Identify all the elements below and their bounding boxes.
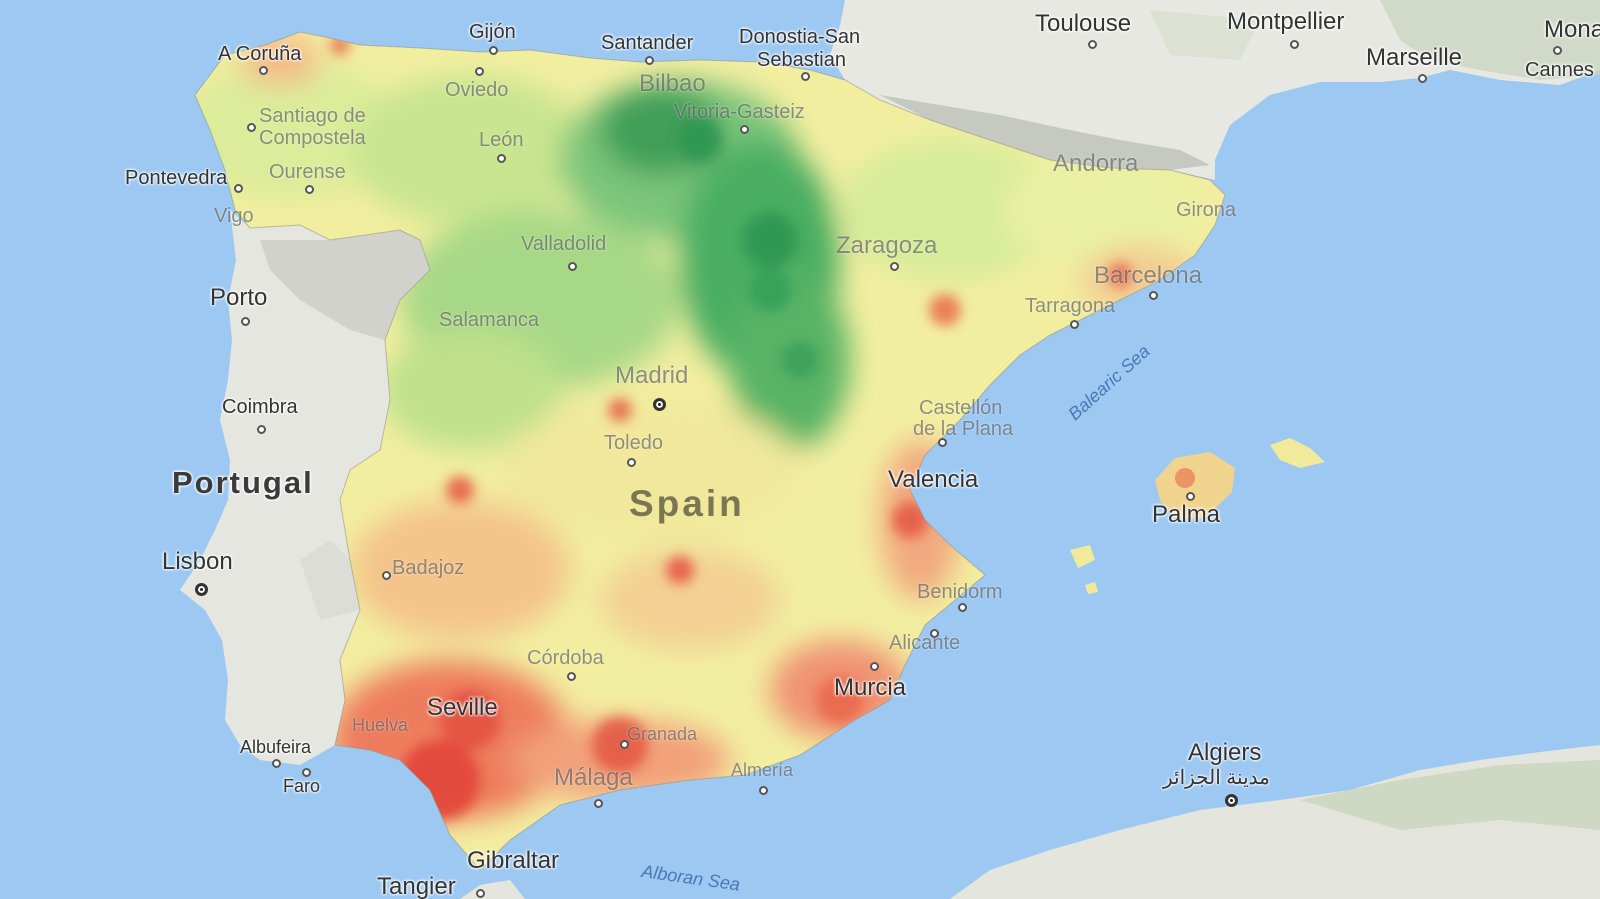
label-albufeira: Albufeira (240, 737, 312, 757)
city-dot-albufeira[interactable] (272, 759, 281, 768)
label-donostia-2: Sebastian (757, 49, 846, 71)
city-dot-santiago[interactable] (247, 123, 256, 132)
label-toledo: Toledo (604, 432, 663, 454)
label-badajoz: Badajoz (392, 557, 465, 579)
label-cannes: Cannes (1525, 59, 1594, 81)
label-zaragoza: Zaragoza (836, 232, 938, 259)
city-dot-toulouse[interactable] (1088, 40, 1097, 49)
city-dot-ourense[interactable] (305, 185, 314, 194)
label-benidorm: Benidorm (917, 581, 1003, 603)
label-tangier: Tangier (377, 873, 456, 899)
city-dot-gijon[interactable] (489, 46, 498, 55)
label-murcia: Murcia (834, 674, 907, 701)
label-salamanca: Salamanca (439, 309, 540, 331)
city-dot-alicante[interactable] (930, 629, 939, 638)
city-dot-montpellier[interactable] (1290, 40, 1299, 49)
label-bilbao: Bilbao (639, 70, 706, 97)
city-dot-malaga[interactable] (594, 799, 603, 808)
city-dot-granada[interactable] (620, 740, 629, 749)
city-dot-algiers[interactable] (1225, 794, 1238, 807)
label-coimbra: Coimbra (222, 396, 298, 418)
label-gibraltar: Gibraltar (467, 847, 560, 874)
label-toulouse: Toulouse (1035, 10, 1132, 37)
city-dot-tarragona[interactable] (1070, 320, 1079, 329)
label-madrid: Madrid (615, 362, 689, 389)
label-granada: Granada (627, 724, 698, 744)
label-porto: Porto (210, 284, 268, 311)
label-monaco: Mona (1544, 16, 1600, 43)
label-vigo: Vigo (214, 205, 254, 227)
city-dot-madrid[interactable] (653, 398, 666, 411)
label-country-spain: Spain (629, 483, 745, 524)
city-dot-almeria[interactable] (759, 786, 768, 795)
label-girona: Girona (1176, 199, 1237, 221)
label-cordoba: Córdoba (527, 647, 604, 669)
city-dot-barcelona[interactable] (1149, 291, 1158, 300)
label-huelva: Huelva (352, 715, 409, 735)
label-castellon: Castellón (919, 397, 1003, 419)
label-lisbon: Lisbon (162, 548, 233, 575)
label-algiers: Algiers (1188, 739, 1262, 766)
label-marseille: Marseille (1366, 44, 1463, 71)
city-dot-marseille[interactable] (1418, 74, 1427, 83)
label-valencia: Valencia (888, 466, 979, 493)
city-dot-donostia[interactable] (801, 72, 810, 81)
label-andorra: Andorra (1053, 150, 1139, 177)
city-dot-benidorm[interactable] (958, 603, 967, 612)
label-country-portugal: Portugal (172, 465, 314, 500)
city-dot-vitoria[interactable] (740, 125, 749, 134)
label-faro: Faro (283, 776, 321, 796)
label-castellon-2: de la Plana (913, 418, 1014, 440)
city-dot-santander[interactable] (645, 56, 654, 65)
label-santiago-2: Compostela (259, 127, 366, 149)
city-dot-coimbra[interactable] (257, 425, 266, 434)
label-seville: Seville (427, 694, 498, 721)
city-dot-badajoz[interactable] (382, 571, 391, 580)
city-dot-cordoba[interactable] (567, 672, 576, 681)
city-dot-oviedo[interactable] (475, 67, 484, 76)
city-dot-palma[interactable] (1186, 492, 1195, 501)
label-barcelona: Barcelona (1094, 262, 1203, 289)
city-dot-lisbon[interactable] (195, 583, 208, 596)
label-santiago: Santiago de (259, 105, 366, 127)
city-dot-pontevedra[interactable] (234, 184, 243, 193)
label-donostia: Donostia-San (739, 26, 861, 48)
label-pontevedra: Pontevedra (125, 167, 228, 189)
label-almeria: Almería (731, 760, 794, 780)
label-algiers-arabic: مدينة الجزائر (1163, 767, 1270, 789)
label-palma: Palma (1152, 501, 1221, 528)
city-dot-valladolid[interactable] (568, 262, 577, 271)
city-dot-zaragoza[interactable] (890, 262, 899, 271)
label-ourense: Ourense (269, 161, 346, 183)
city-dot-murcia[interactable] (870, 662, 879, 671)
label-leon: León (479, 129, 524, 151)
label-tarragona: Tarragona (1025, 295, 1116, 317)
label-montpellier: Montpellier (1227, 8, 1345, 35)
label-valladolid: Valladolid (521, 233, 607, 255)
city-dot-porto[interactable] (241, 317, 250, 326)
city-dot-tangier[interactable] (476, 889, 485, 898)
label-malaga: Málaga (554, 764, 633, 791)
label-a-coruna: A Coruña (218, 43, 302, 65)
city-dot-a-coruna[interactable] (259, 66, 268, 75)
city-dot-cannes[interactable] (1553, 46, 1562, 55)
city-dot-castellon[interactable] (938, 438, 947, 447)
city-dot-toledo[interactable] (627, 458, 636, 467)
city-dot-leon[interactable] (497, 154, 506, 163)
label-vitoria: Vitoria-Gasteiz (674, 101, 805, 123)
label-alicante: Alicante (889, 632, 961, 654)
label-santander: Santander (601, 32, 694, 54)
label-oviedo: Oviedo (445, 79, 509, 101)
city-dot-faro[interactable] (302, 768, 311, 777)
label-gijon: Gijón (469, 21, 516, 43)
